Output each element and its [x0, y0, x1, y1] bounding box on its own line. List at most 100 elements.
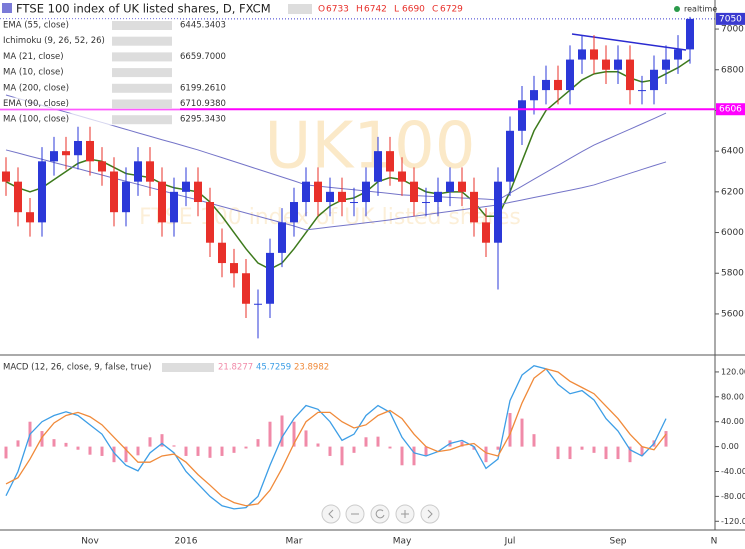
macd-title: MACD (12, 26, close, 9, false, true)	[3, 363, 151, 373]
histogram-bar	[508, 413, 512, 447]
candle-body	[410, 181, 418, 203]
indicator-name: EMA (55, close)	[3, 21, 69, 31]
candle-body	[578, 49, 586, 60]
candle-body	[194, 181, 202, 203]
price-label: 7050	[719, 14, 742, 24]
candle-body	[26, 212, 34, 223]
histogram-bar	[364, 437, 368, 447]
histogram-bar	[4, 446, 8, 459]
candle-body	[518, 100, 526, 131]
indicator-name: MA (100, close)	[3, 115, 69, 125]
indicator-buttons	[112, 36, 172, 46]
macd-value: 21.8277	[218, 363, 253, 373]
histogram-bar	[556, 446, 560, 460]
histogram-bar	[16, 440, 20, 447]
histogram-bar	[460, 441, 464, 447]
candle-body	[278, 222, 286, 253]
moving-average-line	[5, 94, 667, 201]
candle-body	[146, 161, 154, 182]
histogram-bar	[616, 446, 620, 460]
histogram-bar	[340, 446, 344, 466]
indicator-name: Ichimoku (9, 26, 52, 26)	[3, 36, 105, 46]
candle-body	[362, 181, 370, 203]
candle-body	[494, 181, 502, 243]
zoom-out-button[interactable]	[345, 504, 365, 524]
candle-body	[458, 181, 466, 192]
x-tick-label: Nov	[81, 537, 99, 547]
indicator-buttons	[112, 68, 172, 78]
histogram-bar	[472, 446, 476, 450]
candle-body	[38, 161, 46, 223]
candle-body	[638, 90, 646, 92]
histogram-bar	[136, 446, 140, 456]
candle-body	[314, 181, 322, 203]
candle-body	[686, 18, 694, 50]
candle-body	[674, 49, 682, 60]
histogram-bar	[184, 446, 188, 456]
candle-body	[206, 202, 214, 243]
histogram-bar	[352, 446, 356, 453]
indicator-name: MA (10, close)	[3, 68, 64, 78]
ohlc-value: 6690	[402, 5, 425, 15]
moving-average-line	[5, 58, 691, 271]
candle-body	[98, 161, 106, 172]
histogram-bar	[40, 431, 44, 447]
candle-body	[74, 140, 82, 156]
indicator-value: 6295.3430	[180, 115, 226, 125]
y-tick-label: 5600	[721, 309, 744, 319]
legend: FTSE 100 index of UK listed shares, D, F…	[0, 2, 717, 373]
x-tick-label: 2016	[175, 537, 198, 547]
candle-body	[614, 59, 622, 70]
zoom-in-button[interactable]	[395, 504, 415, 524]
candle-body	[446, 181, 454, 192]
histogram-bar	[232, 446, 236, 453]
scroll-left-button[interactable]	[321, 504, 341, 524]
candle-body	[302, 181, 310, 203]
histogram-bar	[208, 446, 212, 458]
histogram-bar	[592, 446, 596, 453]
candle-body	[482, 222, 490, 243]
indicator-value: 6710.9380	[180, 99, 226, 109]
x-tick-label: Mar	[286, 537, 303, 547]
candle-body	[662, 59, 670, 70]
reset-button[interactable]	[370, 504, 390, 524]
indicator-name: MA (21, close)	[3, 52, 64, 62]
histogram-bar	[112, 446, 116, 463]
macd-line	[5, 368, 667, 507]
candle-body	[170, 191, 178, 223]
histogram-bar	[160, 434, 164, 447]
candle-body	[650, 69, 658, 91]
histogram-bar	[76, 446, 80, 450]
x-tick-label: N	[711, 537, 718, 547]
candle-body	[182, 181, 190, 192]
histogram-bar	[424, 446, 428, 456]
candle-body	[422, 202, 430, 204]
candle-body	[218, 242, 226, 264]
y-tick-label: 6200	[721, 187, 744, 197]
y-tick-label: 6400	[721, 147, 744, 157]
trend-line	[571, 33, 687, 51]
candle-body	[398, 171, 406, 182]
ohlc-label: H	[356, 5, 363, 15]
histogram-bar	[88, 446, 92, 455]
histogram-bar	[316, 443, 320, 447]
histogram-bar	[268, 421, 272, 447]
candle-body	[86, 140, 94, 162]
indicator-buttons	[112, 52, 172, 62]
histogram-bar	[244, 446, 248, 449]
histogram-bar	[172, 445, 176, 447]
histogram-bar	[580, 446, 584, 450]
histogram-bar	[64, 442, 68, 447]
scroll-right-button[interactable]	[420, 504, 440, 524]
y-tick-label: 7000	[721, 25, 744, 35]
candle-body	[14, 181, 22, 213]
candle-body	[266, 252, 274, 304]
histogram-bar	[520, 418, 524, 447]
y-tick-label: 6800	[721, 65, 744, 75]
histogram-bar	[376, 436, 380, 447]
x-tick-label: Sep	[610, 537, 627, 547]
candle-body	[434, 191, 442, 203]
y-tick-label: 5800	[721, 269, 744, 279]
